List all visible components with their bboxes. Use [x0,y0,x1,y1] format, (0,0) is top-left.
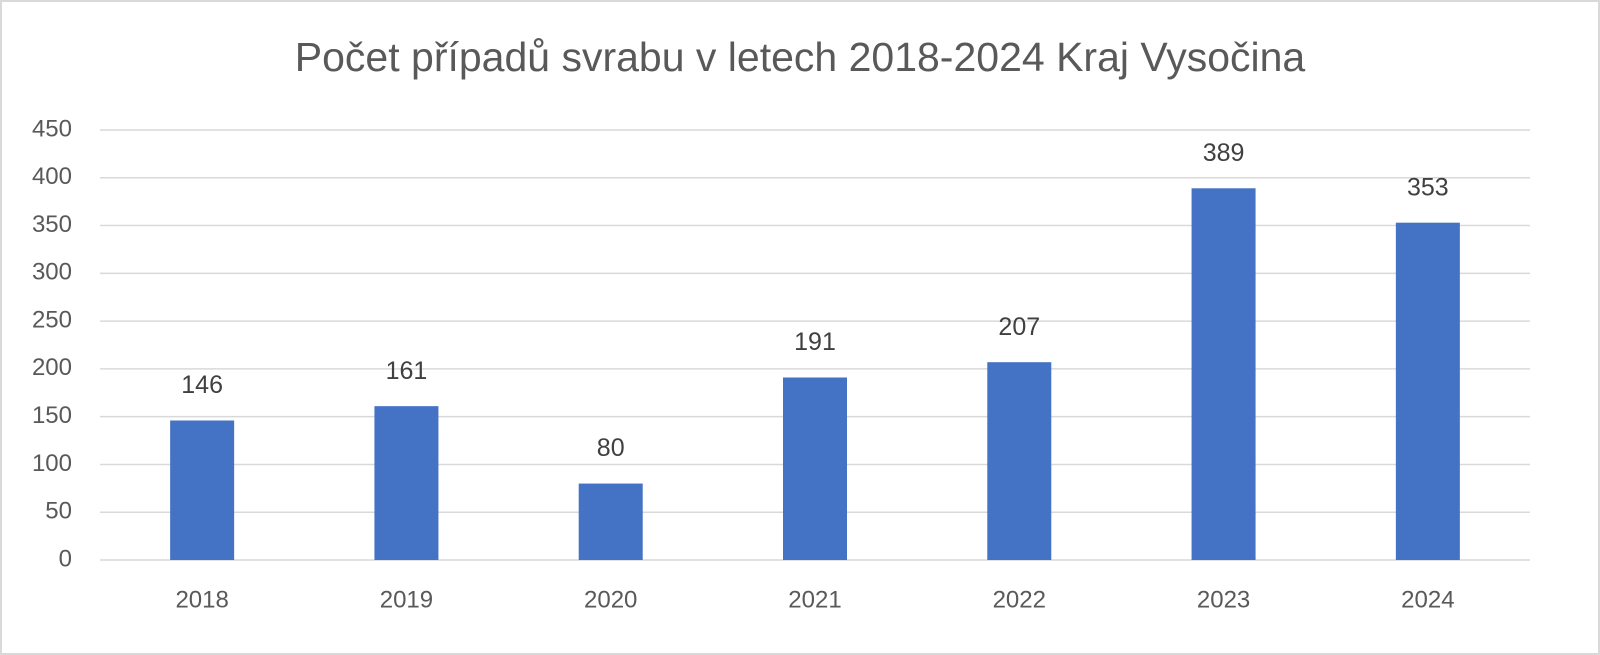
y-tick-label: 200 [32,354,72,381]
bar [374,406,439,560]
x-tick-label: 2019 [380,586,433,613]
data-label: 353 [1407,173,1449,201]
y-tick-label: 350 [32,211,72,238]
chart-title: Počet případů svrabu v letech 2018-2024 … [295,34,1306,80]
bar [1395,222,1460,560]
bar [1191,188,1256,561]
x-tick-label: 2024 [1401,586,1454,613]
x-tick-label: 2020 [584,586,637,613]
x-tick-label: 2023 [1197,586,1250,613]
y-tick-label: 50 [45,498,72,525]
bar [578,483,643,560]
y-tick-label: 250 [32,306,72,333]
data-label: 389 [1203,139,1245,167]
y-tick-label: 0 [59,545,72,572]
y-tick-label: 400 [32,163,72,190]
y-tick-label: 450 [32,115,72,142]
data-label: 207 [998,313,1040,341]
data-label: 191 [794,328,836,356]
bar [170,420,235,560]
x-tick-label: 2018 [175,586,228,613]
data-label: 161 [386,357,428,385]
y-tick-label: 100 [32,450,72,477]
data-label: 146 [181,371,223,399]
y-tick-label: 300 [32,259,72,286]
x-tick-label: 2021 [788,586,841,613]
bar [987,362,1052,560]
x-tick-label: 2022 [993,586,1046,613]
y-tick-label: 150 [32,402,72,429]
data-label: 80 [597,434,625,462]
bar [783,377,847,560]
